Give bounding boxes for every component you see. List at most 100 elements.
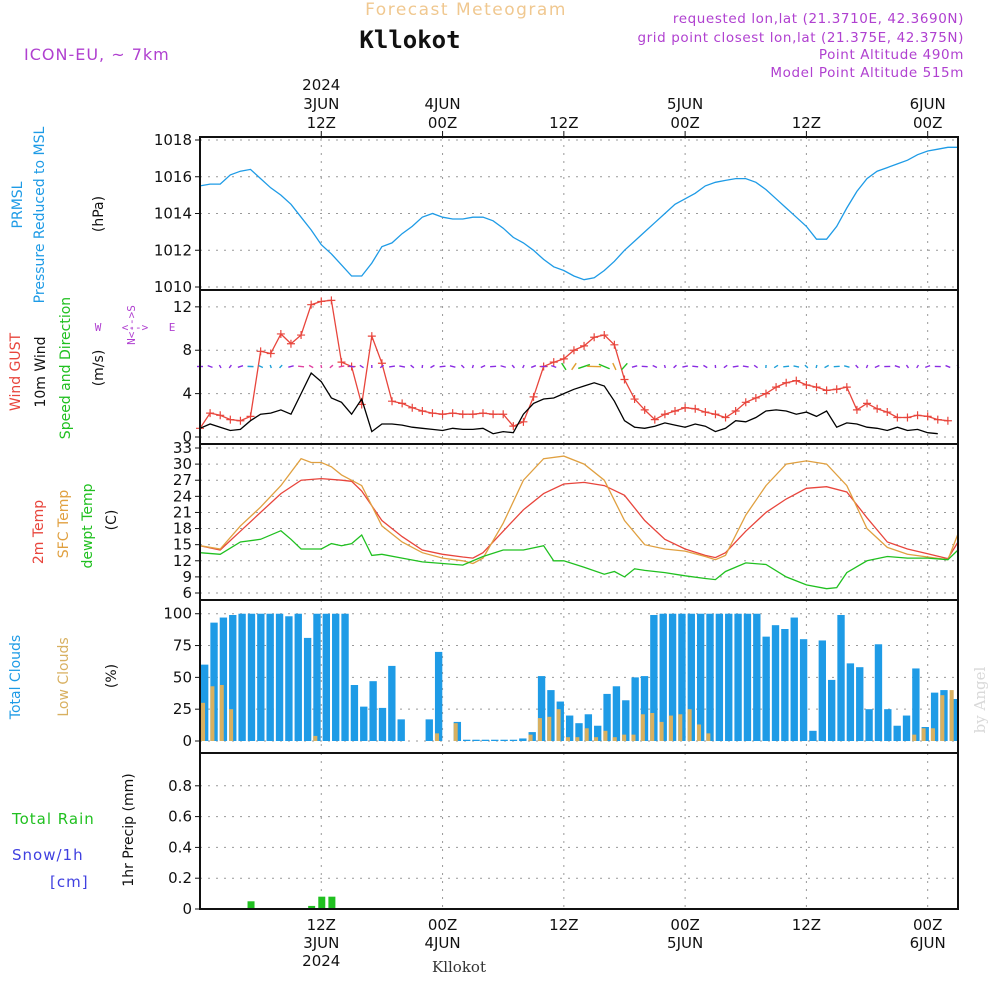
wind-arrow xyxy=(430,364,435,369)
wind10-label: 10m Wind xyxy=(33,336,49,407)
total-cloud-bar xyxy=(229,615,237,741)
gust-marker xyxy=(761,389,770,398)
sfct-label: SFC Temp xyxy=(56,490,72,559)
wind-arrow xyxy=(732,365,739,368)
snow-label: Snow/1h xyxy=(12,846,84,864)
y-tick-label: 21 xyxy=(173,503,192,521)
gust-marker xyxy=(580,341,589,350)
low-cloud-bar xyxy=(229,709,234,741)
low-cloud-bar xyxy=(696,724,702,741)
gust-marker xyxy=(337,358,346,367)
gust-marker xyxy=(610,340,619,349)
hpa-label: (hPa) xyxy=(91,196,107,232)
wind-arrow xyxy=(673,364,677,369)
total-cloud-bar xyxy=(837,615,845,741)
wind-arrow xyxy=(359,364,364,369)
gust-marker xyxy=(721,413,730,422)
total-cloud-bar xyxy=(266,613,274,741)
wind-arrow xyxy=(258,364,264,369)
dewpt-label: dewpt Temp xyxy=(80,483,96,568)
wind-arrow xyxy=(298,365,305,368)
y-tick-label: 1010 xyxy=(154,278,192,296)
y-tick-label: 0.4 xyxy=(168,838,192,856)
plot-area: 1010101210141016101804812691215182124273… xyxy=(154,76,960,970)
gust-marker xyxy=(468,410,477,419)
wind-arrow xyxy=(338,365,345,368)
wind-arrow xyxy=(753,364,758,369)
gust-marker xyxy=(782,378,791,387)
y-tick-label: 1012 xyxy=(154,241,192,259)
low-cloud-bar xyxy=(949,690,954,741)
gust-marker xyxy=(923,412,932,421)
gust-marker xyxy=(276,329,285,338)
gust-marker xyxy=(266,349,275,358)
total-cloud-bar xyxy=(434,651,443,741)
total-cloud-bar xyxy=(247,613,256,741)
wind-arrow xyxy=(288,365,294,368)
time-label-hour-bottom: 00Z xyxy=(670,916,699,934)
low-cloud-bar xyxy=(678,714,683,741)
wind-arrow xyxy=(783,365,790,368)
time-label-hour-bottom: 12Z xyxy=(307,916,336,934)
low-cloud-bar xyxy=(528,734,533,741)
gust-marker xyxy=(448,409,457,418)
compass-e-label: E xyxy=(169,321,176,334)
y-tick-label: 1016 xyxy=(154,168,192,186)
pressure-label: Pressure Reduced to MSL xyxy=(32,126,48,303)
gust-marker xyxy=(660,410,669,419)
wind-arrow xyxy=(874,364,880,369)
total-cloud-bar xyxy=(378,707,387,741)
total-cloud-bar xyxy=(678,613,686,741)
low-cloud-bar xyxy=(940,695,945,741)
y-tick-label: 0 xyxy=(182,732,192,750)
gust-marker xyxy=(317,297,326,306)
wind-arrow xyxy=(530,364,537,369)
total-cloud-bar xyxy=(322,613,331,741)
total-rain-label: Total Rain xyxy=(11,810,95,828)
gust-marker xyxy=(297,331,306,340)
y-tick-label: 24 xyxy=(173,487,192,505)
low-cloud-bar xyxy=(659,721,664,741)
series-line xyxy=(199,477,959,560)
total-cloud-bar xyxy=(547,690,555,741)
time-label-day: 3JUN xyxy=(303,95,339,113)
wind-arrow xyxy=(703,364,708,369)
total-cloud-bar xyxy=(575,723,583,741)
total-cloud-bar xyxy=(397,719,405,741)
gust-marker xyxy=(812,383,821,392)
total-cloud-bar xyxy=(369,681,377,741)
total-cloud-bar xyxy=(584,714,593,741)
wind-arrow xyxy=(793,365,800,368)
total-cloud-bar xyxy=(696,613,705,741)
time-label-hour: 12Z xyxy=(549,114,578,132)
wind-arrow xyxy=(269,364,272,369)
panel-frame xyxy=(199,289,959,445)
gust-marker xyxy=(893,413,902,422)
total-cloud-bar xyxy=(285,616,293,741)
low-cloud-bar xyxy=(547,716,552,741)
low-cloud-bar xyxy=(575,737,580,741)
total-cloud-bar xyxy=(425,719,433,741)
gust-marker xyxy=(863,399,872,408)
y-tick-label: 0 xyxy=(182,900,192,918)
ms-label: (m/s) xyxy=(91,350,107,387)
y-tick-label: 9 xyxy=(182,568,192,586)
gust-marker xyxy=(873,404,882,413)
gust-marker xyxy=(701,408,710,417)
series-line xyxy=(199,529,959,590)
total-cloud-bar xyxy=(603,693,611,741)
wind-arrow xyxy=(561,362,567,371)
wind-arrow xyxy=(578,363,591,370)
wind-arrow xyxy=(855,364,859,369)
gust-marker xyxy=(489,410,498,419)
y-tick-label: 8 xyxy=(182,341,192,359)
gust-marker xyxy=(418,406,427,415)
gust-marker xyxy=(559,354,568,363)
total-cloud-bar xyxy=(537,676,546,741)
wind-arrow xyxy=(804,364,809,369)
gust-marker xyxy=(438,410,447,419)
speed-dir-label: Speed and Direction xyxy=(58,297,74,439)
gust-marker xyxy=(842,383,851,392)
wind-arrow xyxy=(511,364,516,369)
low-cloud-bar xyxy=(313,735,318,741)
